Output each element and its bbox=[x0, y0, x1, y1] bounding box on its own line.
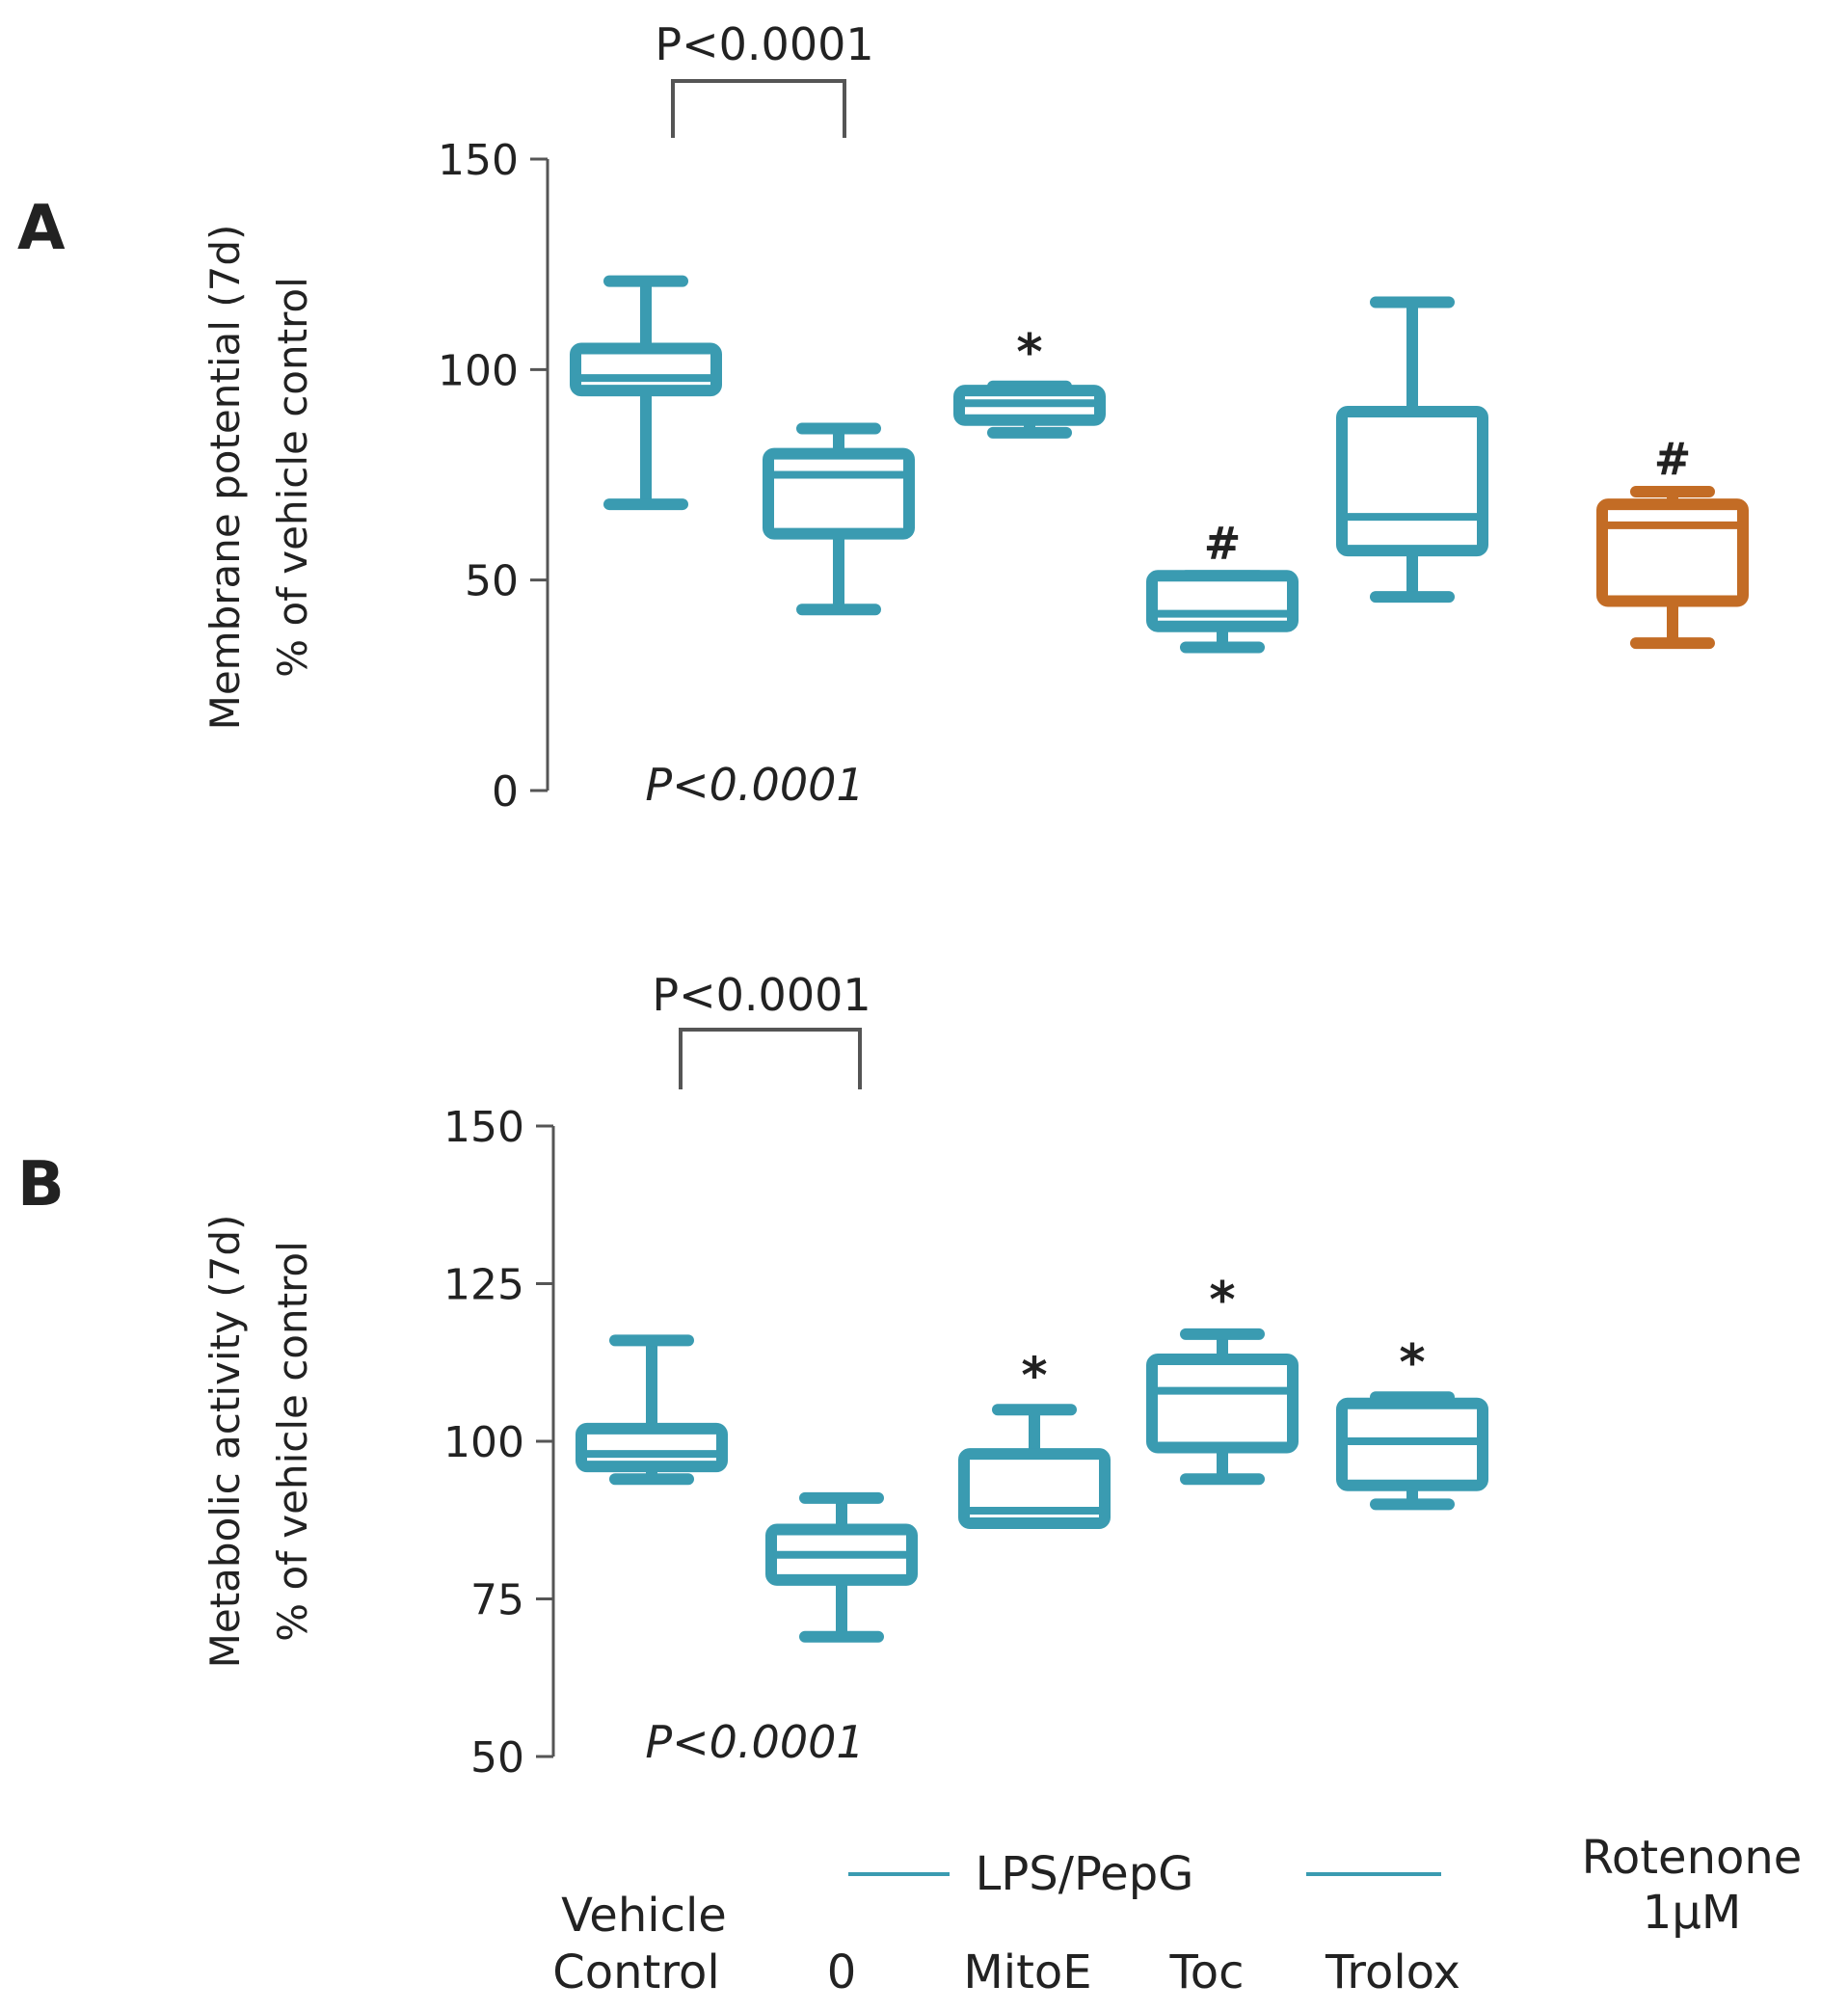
panel-b-y-axis: 50 75 100 125 150 bbox=[443, 1103, 555, 1783]
panel-a-ylabel: Membrane potential (7d) % of vehicle con… bbox=[201, 225, 316, 731]
panel-b-letter: B bbox=[17, 1149, 65, 1221]
panel-b-ylabel-line2: % of vehicle control bbox=[269, 1241, 316, 1642]
y-tick-label: 100 bbox=[438, 346, 519, 395]
significance-marker: # bbox=[1204, 517, 1242, 569]
panel-a-letter: A bbox=[17, 193, 66, 264]
panel-a-bracket-label: P<0.0001 bbox=[655, 18, 873, 70]
box-1 bbox=[576, 1334, 728, 1486]
panel-b: B Metabolic activity (7d) % of vehicle c… bbox=[17, 969, 1488, 1783]
panel-b-bottom-pvalue: P<0.0001 bbox=[645, 1716, 864, 1768]
box-5 bbox=[1336, 296, 1488, 604]
significance-marker: * bbox=[1209, 1272, 1235, 1329]
panel-a-bracket-line bbox=[671, 79, 846, 138]
panel-a-bottom-pvalue: P<0.0001 bbox=[645, 759, 864, 811]
box-iqr bbox=[1146, 1353, 1299, 1454]
lps-pepg-label: LPS/PepG bbox=[976, 1847, 1194, 1901]
significance-marker: * bbox=[1021, 1347, 1047, 1405]
box-2 bbox=[763, 422, 915, 616]
vehicle-label-line1: Vehicle bbox=[561, 1889, 727, 1943]
box-2 bbox=[765, 1491, 918, 1643]
y-tick-label: 75 bbox=[470, 1576, 524, 1625]
box-iqr bbox=[958, 1448, 1111, 1530]
box-iqr bbox=[1596, 498, 1749, 607]
panel-a-ylabel-line1: Membrane potential (7d) bbox=[201, 225, 249, 731]
group-label-trolox: Trolox bbox=[1325, 1945, 1460, 1999]
box-3: * bbox=[958, 1347, 1111, 1530]
box-iqr bbox=[570, 342, 722, 397]
box-1 bbox=[570, 275, 722, 511]
rotenone-label-line1: Rotenone bbox=[1582, 1831, 1803, 1885]
panel-b-bracket-label: P<0.0001 bbox=[652, 969, 870, 1021]
y-tick-label: 100 bbox=[443, 1418, 524, 1467]
y-tick-label: 0 bbox=[492, 767, 519, 817]
panel-a-bracket: P<0.0001 bbox=[655, 18, 874, 138]
panel-b-bracket: P<0.0001 bbox=[652, 969, 871, 1089]
box-3: * bbox=[953, 324, 1106, 439]
box-4: * bbox=[1146, 1272, 1299, 1486]
y-tick-label: 150 bbox=[443, 1103, 524, 1152]
panel-a-boxes: * # # bbox=[570, 275, 1749, 654]
y-tick-label: 150 bbox=[438, 136, 519, 185]
y-tick-label: 125 bbox=[443, 1261, 524, 1310]
panel-b-ylabel: Metabolic activity (7d) % of vehicle con… bbox=[201, 1215, 316, 1669]
box-5: * bbox=[1336, 1334, 1488, 1511]
rotenone-label-line2: 1µM bbox=[1643, 1886, 1742, 1940]
box-iqr bbox=[1146, 570, 1299, 632]
panel-b-bracket-line bbox=[679, 1028, 862, 1089]
panel-b-boxes: * * * bbox=[576, 1272, 1488, 1643]
significance-marker: * bbox=[1399, 1334, 1425, 1392]
panel-b-ylabel-line1: Metabolic activity (7d) bbox=[201, 1215, 249, 1669]
box-4: # bbox=[1146, 517, 1299, 654]
y-tick-label: 50 bbox=[470, 1733, 524, 1783]
y-tick-label: 50 bbox=[465, 557, 519, 606]
significance-marker: # bbox=[1654, 433, 1692, 485]
group-label-toc: Toc bbox=[1169, 1945, 1245, 1999]
panel-a: A Membrane potential (7d) % of vehicle c… bbox=[17, 18, 1749, 817]
box-iqr bbox=[763, 447, 915, 540]
box-iqr bbox=[1336, 406, 1488, 557]
significance-marker: * bbox=[1016, 324, 1042, 382]
vehicle-label-line2: Control bbox=[552, 1945, 720, 1999]
box-iqr bbox=[576, 1422, 728, 1473]
group-label-mitoe: MitoE bbox=[963, 1945, 1091, 1999]
group-label-zero: 0 bbox=[827, 1945, 857, 1999]
group-labels: LPS/PepG Vehicle Control 0 MitoE Toc Tro… bbox=[552, 1831, 1802, 1999]
box-6: # bbox=[1596, 433, 1749, 650]
panel-a-y-axis: 0 50 100 150 bbox=[438, 136, 549, 817]
panel-a-ylabel-line2: % of vehicle control bbox=[269, 277, 316, 678]
